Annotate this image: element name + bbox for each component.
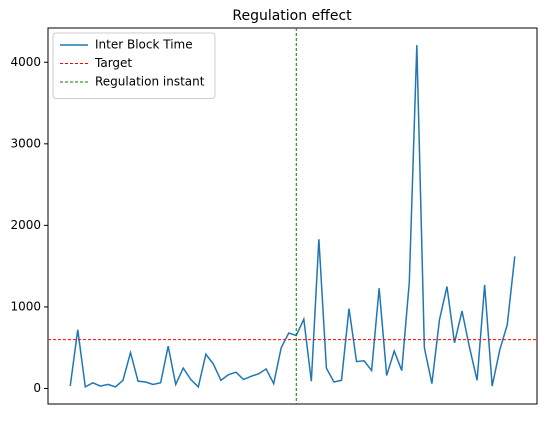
y-tick-label: 0 [33,381,41,395]
y-tick-label: 2000 [10,218,41,232]
data-line [69,45,516,389]
y-tick-label: 1000 [10,299,41,313]
legend-label: Regulation instant [95,75,205,89]
y-tick-label: 4000 [10,55,41,69]
chart-title: Regulation effect [232,8,352,24]
y-tick-label: 3000 [10,136,41,150]
plot-frame [47,27,538,405]
legend-label: Target [94,56,132,70]
legend-box [52,32,216,99]
legend-label: Inter Block Time [95,38,193,52]
